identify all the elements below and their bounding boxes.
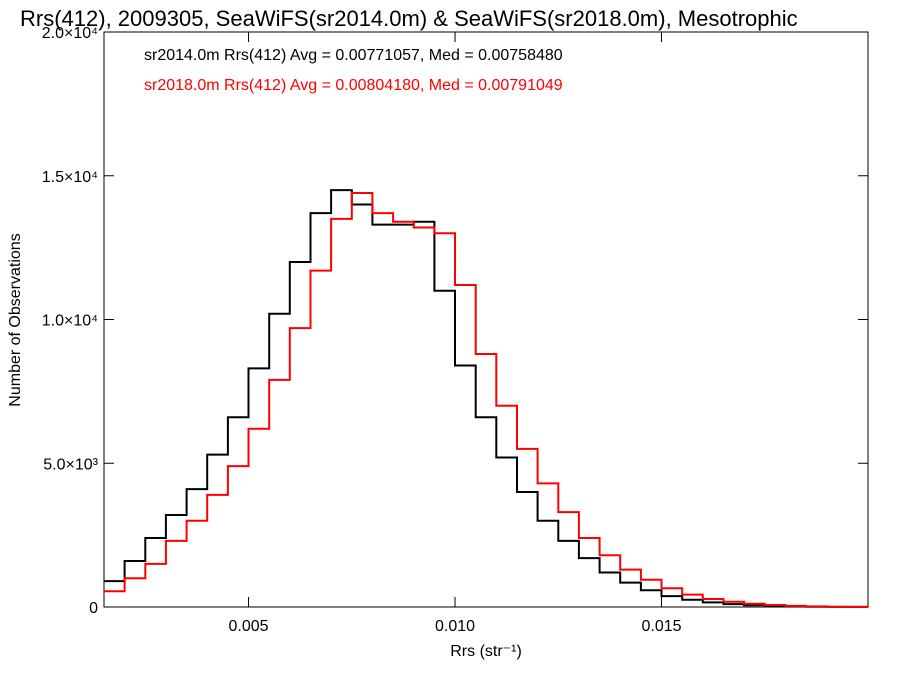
chart-title: Rrs(412), 2009305, SeaWiFS(sr2014.0m) & … [20, 6, 798, 31]
x-tick-label: 0.010 [435, 618, 475, 635]
y-tick-label: 1.5×10⁴ [42, 169, 98, 186]
x-tick-label: 0.015 [641, 618, 681, 635]
annotation-sr2014: sr2014.0m Rrs(412) Avg = 0.00771057, Med… [144, 47, 563, 64]
x-tick-label: 0.005 [229, 618, 269, 635]
series-line-sr2014.0m [104, 189, 869, 608]
x-axis-label: Rrs (str⁻¹) [450, 643, 522, 660]
y-tick-label: 0 [89, 600, 98, 617]
y-tick-label: 1.0×10⁴ [42, 313, 98, 330]
y-tick-label: 5.0×10³ [43, 456, 98, 473]
series-group [104, 189, 869, 608]
plot-frame [103, 31, 869, 608]
x-axis: 0.005 0.010 0.015 [229, 32, 682, 635]
y-axis: 0 5.0×10³ 1.0×10⁴ 1.5×10⁴ 2.0×10⁴ [42, 25, 868, 617]
annotation-sr2018: sr2018.0m Rrs(412) Avg = 0.00804180, Med… [144, 77, 563, 94]
y-axis-label: Number of Observations [7, 233, 24, 406]
series-line-sr2018.0m [104, 192, 869, 608]
y-tick-label: 2.0×10⁴ [42, 25, 98, 42]
